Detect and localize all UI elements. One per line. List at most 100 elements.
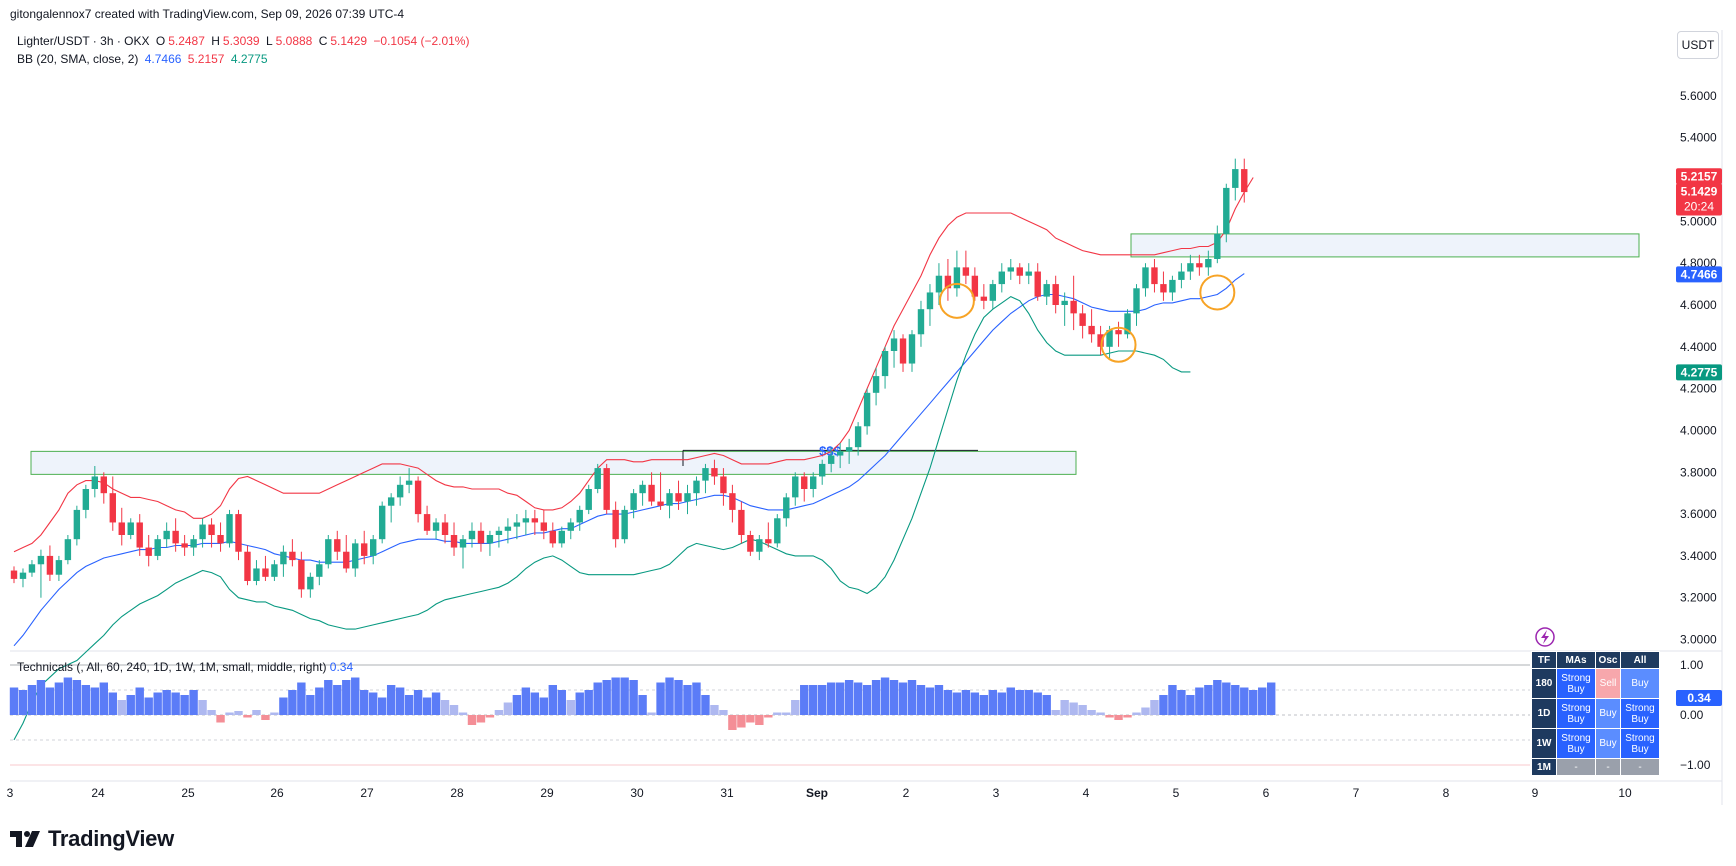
candle-body [585,489,592,510]
price-tick-label: 5.0000 [1680,214,1717,228]
technicals-bar [1222,682,1231,715]
row-osc: Buy [1595,728,1621,759]
candle-body [810,476,817,489]
candle-body [657,501,664,506]
candle-body [1169,279,1176,293]
technicals-bar [737,715,746,728]
candle-body [1034,271,1041,297]
technicals-bar [826,682,836,715]
candle-body [289,551,296,561]
currency-button[interactable]: USDT [1677,31,1719,59]
price-tick-label: 4.8000 [1680,256,1717,270]
price-tick-label: 3.0000 [1680,633,1717,647]
price-tick-label: 5.4000 [1680,131,1717,145]
tradingview-logo[interactable]: TradingView [10,826,174,852]
technicals-bar [72,680,82,715]
candle-body [486,535,494,544]
price-badge [1676,168,1722,185]
technicals-bar [189,690,198,715]
candle-body [1115,330,1122,335]
technicals-bar [458,712,468,715]
high-value: 5.3039 [222,34,260,48]
technicals-bar [952,692,962,715]
candle-body [711,468,718,477]
technicals-bar [81,685,91,715]
candle-body [414,480,422,515]
th-tf: TF [1531,651,1557,669]
candle-body [998,271,1005,285]
candle-body [217,535,224,544]
price-badge [1676,183,1722,216]
row-all: Buy [1620,668,1660,699]
low-value: 5.0888 [275,34,313,48]
time-tick-label: 4 [1083,786,1090,800]
candle-body [765,539,772,544]
technicals-bar [575,692,584,715]
time-tick-label: 7 [1353,786,1360,800]
close-label: C [318,34,328,48]
technicals-bar [934,685,944,715]
candle-body [361,543,368,556]
candle-body [899,338,907,364]
candle-body [792,476,799,498]
technicals-bar [198,700,207,715]
technicals-bar [135,687,144,715]
technicals-bar [611,677,620,715]
candle-body [405,480,413,485]
technicals-bar [153,692,162,715]
technicals-bar [889,680,899,715]
technicals-bar [719,710,728,715]
lightning-icon [1535,627,1555,647]
technicals-bar [907,680,917,715]
technicals-bar [207,710,216,715]
candle-body [262,568,269,577]
technicals-bar [979,695,989,715]
technicals-bar [377,697,387,715]
technicals-bar [162,690,171,715]
candle-body [396,484,404,498]
technicals-bar [593,682,602,715]
technicals-bar [144,697,153,715]
technicals-bar [306,695,315,715]
candle-body [82,489,90,510]
technicals-bar [243,715,252,718]
bb-label[interactable]: BB (20, SMA, close, 2) [17,52,139,66]
technicals-bar [342,680,351,715]
technicals-bar [27,685,37,715]
technicals-bar [988,690,998,715]
open-label: O [155,34,166,48]
technicals-bar [369,692,378,715]
candle-body [558,530,565,544]
technicals-bar [1240,687,1249,715]
technicals-bar [692,682,701,715]
symbol-name[interactable]: Lighter/USDT · 3h · OKX [17,34,150,48]
row-tf: 1M [1531,758,1557,776]
technicals-bar [1231,685,1240,715]
liquidity-label: $$$ [819,443,841,458]
technicals-bar [548,685,557,715]
price-badge-label: 5.1429 [1681,184,1718,198]
technicals-label[interactable]: Technicals (, All, 60, 240, 1D, 1W, 1M, … [17,660,327,674]
technicals-bar [1150,700,1159,715]
technicals-bar [665,677,674,715]
technicals-tick-label: 0.00 [1680,708,1704,722]
technicals-bar [943,690,953,715]
technicals-bar [1087,710,1096,715]
technicals-bar [9,687,19,715]
technicals-bar [99,682,108,715]
candle-body [253,568,260,581]
price-tick-label: 5.6000 [1680,89,1717,103]
candle-body [935,275,943,293]
time-axis: 3 24 25 26 27 28 29 30 31 Sep 2 3 4 5 6 7 8 9 10 [7,786,1632,800]
brand-name: TradingView [48,826,174,851]
technicals-bar [1249,690,1258,715]
technicals-bar [1042,695,1051,715]
technicals-bar [1159,695,1168,715]
candle-body [477,530,485,544]
bb-lower-value: 4.2775 [230,52,268,66]
candle-body [118,522,125,535]
candle-body [334,539,341,552]
candle-body [370,539,377,556]
technicals-bar [782,712,791,715]
